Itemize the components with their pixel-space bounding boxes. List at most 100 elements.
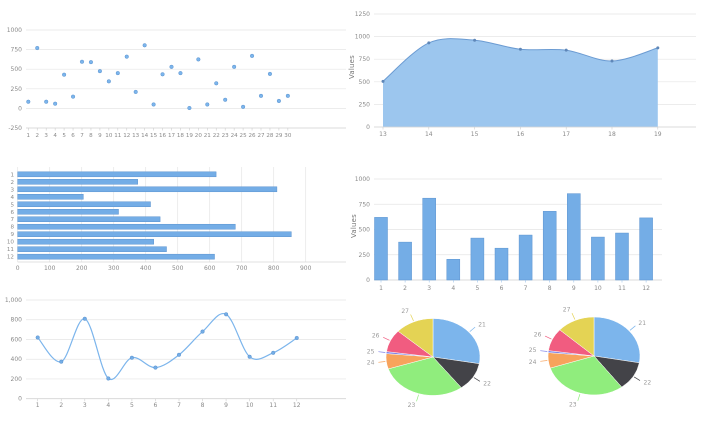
line-marker[interactable]	[247, 354, 252, 359]
bar[interactable]	[591, 236, 605, 281]
bar[interactable]	[17, 209, 119, 215]
bar[interactable]	[17, 194, 84, 200]
bar[interactable]	[17, 186, 278, 193]
pie-slice[interactable]	[432, 318, 481, 364]
pie-slice-label: 26	[372, 333, 380, 340]
scatter-point[interactable]	[133, 89, 138, 94]
scatter-point[interactable]	[241, 104, 246, 109]
y-axis-tick-label: 1250	[355, 11, 370, 18]
bar[interactable]	[17, 216, 161, 222]
x-axis-tick-label: 9	[224, 402, 228, 409]
bar[interactable]	[17, 201, 151, 208]
x-axis-tick-label: 29	[275, 133, 283, 139]
scatter-point[interactable]	[178, 71, 183, 76]
y-axis-category-label: 11	[7, 247, 15, 253]
x-axis-tick-label: 500	[172, 265, 184, 272]
x-axis-tick-label: 7	[524, 285, 528, 292]
bar[interactable]	[422, 197, 436, 281]
scatter-point[interactable]	[53, 101, 58, 106]
x-axis-tick-label: 4	[53, 133, 57, 139]
scatter-point[interactable]	[187, 105, 192, 111]
line-marker[interactable]	[82, 316, 87, 321]
pie-label-line	[571, 312, 576, 320]
line-marker[interactable]	[176, 352, 182, 357]
scatter-point[interactable]	[267, 71, 273, 76]
area-marker[interactable]	[381, 79, 385, 83]
scatter-point[interactable]	[151, 102, 156, 107]
scatter-point[interactable]	[250, 53, 255, 58]
line-marker[interactable]	[271, 350, 276, 355]
scatter-point[interactable]	[97, 69, 102, 74]
line-marker[interactable]	[106, 376, 111, 381]
x-axis-tick-label: 20	[195, 133, 203, 139]
scatter-point[interactable]	[44, 99, 49, 104]
scatter-point[interactable]	[88, 60, 93, 65]
x-axis-tick-label: 12	[123, 133, 130, 139]
y-axis-tick-label: 500	[11, 66, 23, 73]
pie-slice[interactable]	[549, 355, 623, 396]
scatter-point[interactable]	[276, 98, 281, 104]
bar[interactable]	[17, 253, 215, 260]
pie-slice[interactable]	[387, 356, 462, 396]
line-marker[interactable]	[59, 359, 64, 364]
area-marker[interactable]	[473, 38, 477, 42]
scatter-point[interactable]	[35, 45, 40, 51]
bar[interactable]	[639, 217, 653, 281]
y-axis-tick-label: 0	[18, 396, 22, 403]
bar[interactable]	[17, 223, 236, 230]
bar[interactable]	[17, 171, 217, 178]
line-marker[interactable]	[294, 335, 299, 341]
bar[interactable]	[374, 217, 388, 281]
scatter-point[interactable]	[232, 64, 237, 69]
line-marker[interactable]	[35, 335, 40, 340]
scatter-point[interactable]	[62, 72, 67, 77]
bar[interactable]	[17, 246, 167, 252]
bar[interactable]	[398, 241, 412, 281]
x-axis-tick-label: 8	[201, 402, 205, 409]
scatter-point[interactable]	[285, 93, 290, 98]
bar[interactable]	[518, 234, 533, 281]
scatter-point[interactable]	[214, 81, 219, 86]
scatter-point[interactable]	[196, 57, 201, 62]
line-marker[interactable]	[129, 355, 134, 360]
area-marker[interactable]	[656, 46, 660, 50]
scatter-point[interactable]	[124, 54, 129, 59]
bar[interactable]	[17, 238, 154, 245]
scatter-point[interactable]	[26, 99, 31, 104]
scatter-point[interactable]	[106, 79, 111, 84]
x-axis-tick-label: 900	[300, 265, 312, 272]
pie-slice[interactable]	[559, 316, 595, 357]
pie-slice[interactable]	[397, 318, 434, 358]
scatter-point[interactable]	[169, 64, 174, 69]
area-marker[interactable]	[518, 47, 522, 51]
bar[interactable]	[494, 247, 509, 281]
area-fill[interactable]	[383, 38, 658, 127]
bar[interactable]	[470, 237, 485, 281]
bar[interactable]	[615, 232, 629, 281]
x-axis-tick-label: 18	[177, 133, 185, 139]
y-axis-tick-label: 800	[11, 317, 23, 324]
scatter-point[interactable]	[115, 71, 120, 76]
scatter-point[interactable]	[160, 72, 165, 77]
line-marker[interactable]	[200, 329, 205, 334]
scatter-point[interactable]	[223, 97, 228, 102]
area-marker[interactable]	[610, 59, 614, 63]
area-marker[interactable]	[564, 48, 568, 52]
bar[interactable]	[446, 259, 461, 281]
scatter-point[interactable]	[79, 59, 85, 64]
scatter-point[interactable]	[142, 43, 147, 48]
line-marker[interactable]	[153, 365, 158, 370]
scatter-point[interactable]	[258, 93, 264, 98]
pie-label-line	[378, 351, 386, 353]
area-marker[interactable]	[427, 41, 431, 45]
pie-slice[interactable]	[593, 316, 641, 364]
bar[interactable]	[17, 231, 292, 237]
x-axis-tick-label: 14	[425, 131, 433, 138]
bar[interactable]	[567, 193, 581, 281]
bar[interactable]	[542, 211, 557, 281]
line-marker[interactable]	[224, 312, 229, 317]
scatter-point[interactable]	[205, 102, 210, 107]
bar[interactable]	[17, 179, 138, 185]
pie-slice-label: 24	[529, 359, 537, 366]
scatter-point[interactable]	[71, 94, 76, 99]
